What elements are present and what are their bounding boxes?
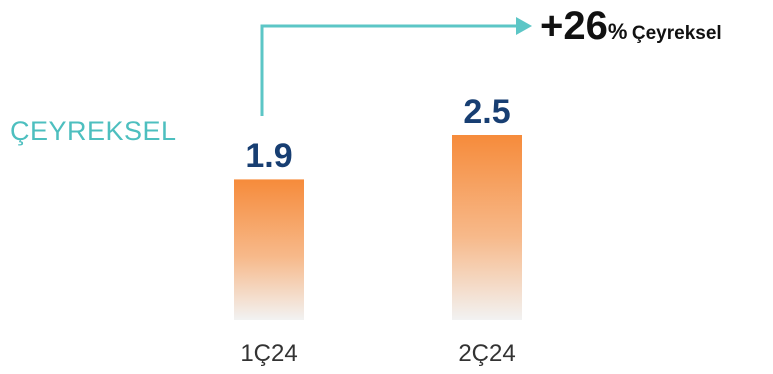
growth-arrow-head [516, 17, 532, 35]
growth-annotation: +26% Çeyreksel [540, 4, 722, 49]
growth-arrow [260, 17, 532, 116]
bar-2 [452, 135, 522, 320]
category-label-2q24: 2Ç24 [458, 340, 516, 367]
growth-percent-sign: % [607, 19, 628, 44]
growth-arrow-line [260, 24, 518, 116]
category-label-1q24: 1Ç24 [240, 340, 298, 367]
series-label: ÇEYREKSEL [10, 116, 177, 146]
growth-number: +26 [540, 4, 608, 48]
value-label-2q24: 2.5 [463, 93, 511, 131]
value-label-1q24: 1.9 [245, 137, 293, 176]
bar-1 [234, 179, 304, 320]
growth-period-label: Çeyreksel [631, 23, 722, 44]
